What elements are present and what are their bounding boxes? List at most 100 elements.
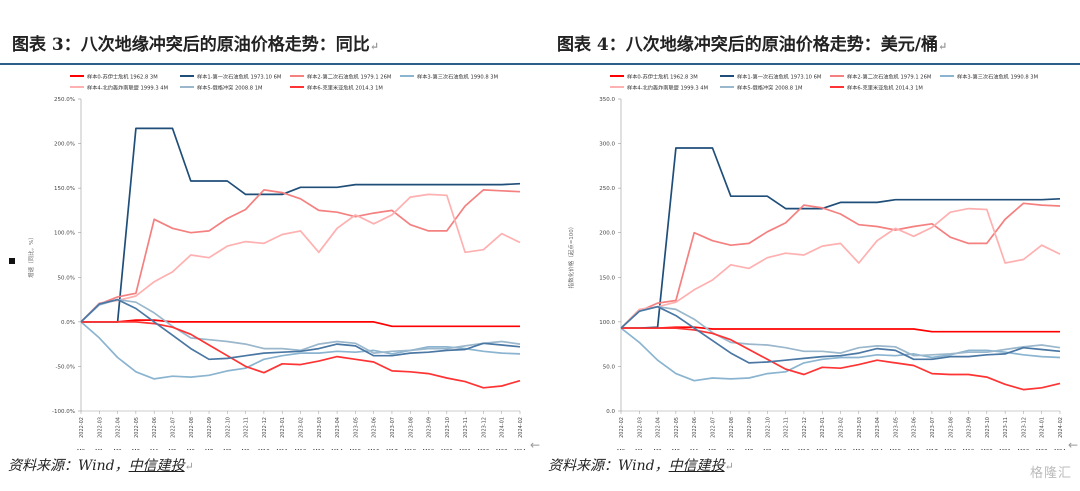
x-month-label: M8: [223, 449, 232, 450]
x-month-label: M11: [816, 449, 828, 450]
series-line-5: [620, 305, 1061, 357]
x-month-label: M3: [132, 449, 141, 450]
y-tick-label: 250.0: [599, 186, 615, 192]
x-date-label: 2023-07: [930, 417, 936, 438]
x-date-label: 2023-05: [893, 417, 899, 438]
x-date-label: 2024-02: [518, 417, 524, 438]
x-month-label: M18: [944, 449, 956, 450]
x-date-label: 2022-03: [637, 417, 643, 438]
y-tick-label: 50.0: [603, 364, 616, 370]
x-month-label: M6: [187, 449, 196, 450]
y-tick-label: 0.0: [606, 409, 615, 415]
x-month-label: M17: [386, 449, 398, 450]
legend-label: 样本2-第二次石油危机 1979.1 26M: [307, 73, 391, 81]
x-date-label: 2023-08: [408, 417, 414, 438]
legend-label: 样本4-北约轰炸南联盟 1999.3 4M: [87, 84, 168, 92]
y-tick-label: 50.0%: [58, 275, 75, 281]
x-month-label: M23: [496, 449, 508, 450]
x-date-label: 2024-01: [1040, 417, 1046, 438]
x-month-label: M24: [514, 449, 526, 450]
price-line-chart: 样本0-苏伊士危机 1962.8 3M 样本1-第一次石油危机 1973.10 6…: [567, 73, 1066, 451]
series-line-1: [621, 147, 1061, 329]
x-month-label: M19: [963, 449, 975, 450]
series-line-0: [81, 319, 520, 328]
x-month-label: M14: [871, 449, 883, 450]
x-date-label: 2022-11: [244, 417, 250, 438]
series-line-5: [80, 298, 521, 354]
x-date-label: 2023-11: [463, 417, 469, 438]
x-date-label: 2022-06: [692, 417, 698, 438]
legend-label: 样本0-苏伊士危机 1962.8 3M: [87, 73, 158, 81]
x-month-label: M9: [242, 449, 251, 450]
x-month-label: M0: [77, 449, 86, 450]
x-month-label: M24: [1054, 449, 1066, 450]
x-date-label: 2022-11: [784, 417, 790, 438]
x-month-label: M12: [295, 449, 307, 450]
x-month-label: M20: [981, 449, 993, 450]
x-month-label: M7: [205, 449, 214, 450]
x-date-label: 2022-08: [729, 417, 735, 438]
right-source-note: 资料来源：Wind，中信建投↵: [548, 458, 734, 474]
y-tick-label: 200.0: [599, 231, 615, 237]
series-line-6: [621, 327, 1061, 391]
x-date-label: 2023-01: [280, 417, 286, 438]
x-date-label: 2023-11: [1003, 417, 1009, 438]
x-date-label: 2023-02: [299, 417, 305, 438]
x-date-label: 2023-08: [948, 417, 954, 438]
y-tick-label: 0.0%: [61, 320, 75, 326]
series-line-1: [81, 127, 521, 323]
x-month-label: M23: [1036, 449, 1048, 450]
x-date-label: 2023-09: [427, 417, 433, 438]
left-chart-title: 图表 3：八次地缘冲突后的原油价格走势：同比↵: [12, 35, 379, 55]
x-date-label: 2023-03: [317, 417, 323, 438]
bullet-marker: [9, 258, 15, 264]
x-month-label: M20: [441, 449, 453, 450]
x-date-label: 2023-12: [1021, 417, 1027, 438]
x-date-label: 2022-04: [116, 417, 122, 438]
x-date-label: 2023-10: [445, 417, 451, 438]
x-month-label: M21: [999, 449, 1011, 450]
x-month-label: M5: [708, 449, 717, 450]
series-line-6: [81, 321, 521, 389]
x-month-label: M0: [617, 449, 626, 450]
x-date-label: 2023-12: [481, 417, 487, 438]
y-axis-title: 指数化价格（起点=100）: [567, 224, 575, 289]
x-month-label: M5: [168, 449, 177, 450]
x-month-label: M22: [478, 449, 490, 450]
legend-label: 样本2-第二次石油危机 1979.1 26M: [847, 73, 931, 81]
x-date-label: 2022-07: [710, 417, 716, 438]
x-date-label: 2024-02: [1058, 417, 1064, 438]
x-month-label: M18: [404, 449, 416, 450]
y-tick-label: -50.0%: [56, 364, 75, 370]
x-month-label: M19: [423, 449, 435, 450]
x-date-label: 2022-12: [802, 417, 808, 438]
series-line-3: [620, 327, 1061, 382]
x-month-label: M2: [653, 449, 661, 450]
x-date-label: 2022-05: [674, 417, 680, 438]
x-month-label: M16: [368, 449, 380, 450]
x-month-label: M3: [672, 449, 681, 450]
legend-label: 样本3-第三次石油危机 1990.8 3M: [957, 73, 1038, 81]
y-tick-label: 350.0: [599, 97, 615, 103]
x-date-label: 2023-10: [985, 417, 991, 438]
x-date-label: 2022-10: [765, 417, 771, 438]
x-date-label: 2023-04: [335, 417, 341, 438]
x-date-label: 2023-02: [839, 417, 845, 438]
x-month-label: M11: [276, 449, 288, 450]
x-date-label: 2022-07: [170, 417, 176, 438]
series-line-7: [80, 298, 521, 361]
legend-label: 样本6-克里米亚危机 2014.3 1M: [847, 84, 923, 92]
y-tick-label: 100.0%: [54, 231, 75, 237]
x-month-label: M13: [853, 449, 865, 450]
x-date-label: 2022-05: [134, 417, 140, 438]
x-date-label: 2023-01: [820, 417, 826, 438]
x-month-label: M17: [926, 449, 938, 450]
right-return-arrow: ←: [1068, 438, 1079, 452]
x-date-label: 2022-02: [619, 417, 625, 438]
series-line-2: [80, 189, 521, 323]
legend-label: 样本1-第一次石油危机 1973.10 6M: [197, 73, 281, 81]
x-date-label: 2023-06: [912, 417, 918, 438]
x-month-label: M7: [745, 449, 754, 450]
left-source-note: 资料来源：Wind，中信建投↵: [8, 458, 194, 474]
y-tick-label: 150.0: [599, 275, 615, 281]
